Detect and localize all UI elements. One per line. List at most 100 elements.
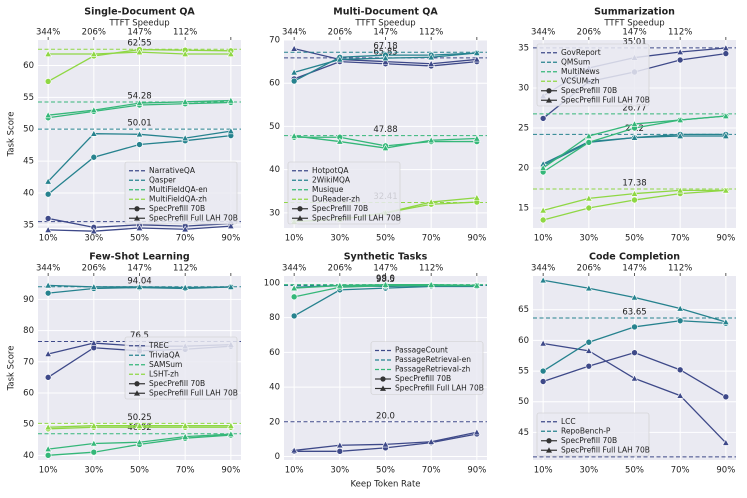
point <box>381 54 390 62</box>
point <box>631 196 638 204</box>
x-tick-label: 50% <box>376 234 395 244</box>
point <box>427 53 435 61</box>
legend: HotpotQA2WikiMQAMusiqueDuReader-zhSpecPr… <box>287 161 401 225</box>
point <box>427 59 435 67</box>
point <box>181 283 189 291</box>
x-tick-label: 70% <box>671 466 690 476</box>
top-tick-label: 147% <box>622 264 646 274</box>
point <box>44 423 52 431</box>
y-tick-label: 25 <box>518 124 529 134</box>
x-tick-label: 70% <box>176 234 195 244</box>
point <box>585 338 593 346</box>
point <box>227 430 235 438</box>
point <box>631 349 638 356</box>
baseline-label: 50.25 <box>127 413 151 423</box>
point <box>539 164 547 171</box>
point <box>90 421 98 429</box>
point <box>136 141 143 148</box>
point <box>44 111 52 119</box>
chart-title: Code Completion <box>589 252 680 263</box>
legend-label: MultiNews <box>561 67 600 76</box>
legend-marker <box>546 88 552 94</box>
y-tick-label: 60 <box>23 388 34 398</box>
point <box>290 132 298 139</box>
x-tick-label: 50% <box>130 234 149 244</box>
baseline-label: 76.5 <box>130 331 149 341</box>
x-tick-label: 30% <box>579 234 598 244</box>
point <box>630 120 639 127</box>
legend-marker <box>297 215 303 221</box>
legend-label: Qasper <box>149 175 177 184</box>
point <box>676 366 684 374</box>
point <box>539 276 547 284</box>
x-tick-label: 10% <box>534 234 553 244</box>
point <box>290 77 298 85</box>
point <box>90 448 98 456</box>
x-tick-label: 50% <box>625 234 644 244</box>
chart-title: Multi-Document QA <box>333 7 438 18</box>
legend: PassageCountPassageRetrieval-enPassageRe… <box>370 341 484 395</box>
point <box>44 190 52 198</box>
y-tick-label: 60 <box>518 336 529 346</box>
point <box>539 206 547 214</box>
point <box>631 323 638 331</box>
legend-label: GovReport <box>561 48 601 57</box>
y-axis-label: Task Score <box>7 346 17 392</box>
point <box>90 439 98 447</box>
baseline-label: 62.55 <box>127 39 151 49</box>
x-tick-label: 70% <box>671 234 690 244</box>
point <box>135 99 144 107</box>
y-tick-label: 40 <box>269 165 280 175</box>
legend-label: NarrativeQA <box>149 166 196 175</box>
point <box>539 216 547 224</box>
baseline-label: 35.01 <box>622 37 646 47</box>
legend-box <box>370 341 484 395</box>
point <box>676 317 684 325</box>
x-tick-label: 30% <box>330 466 349 476</box>
point <box>181 134 189 142</box>
point <box>290 44 298 52</box>
y-tick-label: 70 <box>269 36 280 46</box>
subplot: 30 40 50 60 70 10% 30% 50% 70% 90% 344% 206% 147% 112… <box>269 7 487 244</box>
legend-label: SpecPrefill Full LAH 70B <box>149 388 238 397</box>
y-tick-label: 50 <box>23 420 34 430</box>
point <box>473 49 481 56</box>
legend: GovReportQMSumMultiNewsVCSUM-zhSpecPrefi… <box>536 43 650 107</box>
point <box>90 282 98 290</box>
x-tick-label: 30% <box>84 234 103 244</box>
point <box>585 284 593 292</box>
legend-marker <box>380 376 386 382</box>
point <box>290 284 298 292</box>
point <box>427 136 435 144</box>
legend-label: LCC <box>561 417 576 426</box>
y-tick-label: 60 <box>23 61 34 71</box>
point <box>44 78 52 85</box>
baseline-label: 67.18 <box>373 42 397 52</box>
legend-box <box>124 336 238 400</box>
point <box>585 194 593 202</box>
point <box>676 48 684 55</box>
top-tick-label: 112% <box>173 264 197 274</box>
x-tick-label: 70% <box>176 466 195 476</box>
baseline-label: 98.5 <box>376 275 395 285</box>
point <box>181 421 189 429</box>
y-tick-label: 50 <box>269 122 280 132</box>
x-tick-label: 10% <box>39 234 58 244</box>
point <box>473 134 481 142</box>
point <box>44 225 52 233</box>
top-tick-label: 344% <box>282 28 306 38</box>
legend-label: SpecPrefill 70B <box>561 436 617 445</box>
x-tick-label: 90% <box>467 466 486 476</box>
point <box>290 312 298 320</box>
y-tick-label: 0 <box>275 452 280 462</box>
point <box>336 55 344 63</box>
legend-marker <box>380 385 386 391</box>
point <box>427 198 435 206</box>
x-tick-label: 50% <box>625 466 644 476</box>
y-tick-label: 90 <box>23 295 34 305</box>
legend-marker <box>134 215 140 221</box>
baseline-label: 63.65 <box>622 308 646 318</box>
legend-label: SpecPrefill Full LAH 70B <box>561 95 650 104</box>
point <box>227 50 235 57</box>
y-tick-label: 80 <box>269 313 280 323</box>
